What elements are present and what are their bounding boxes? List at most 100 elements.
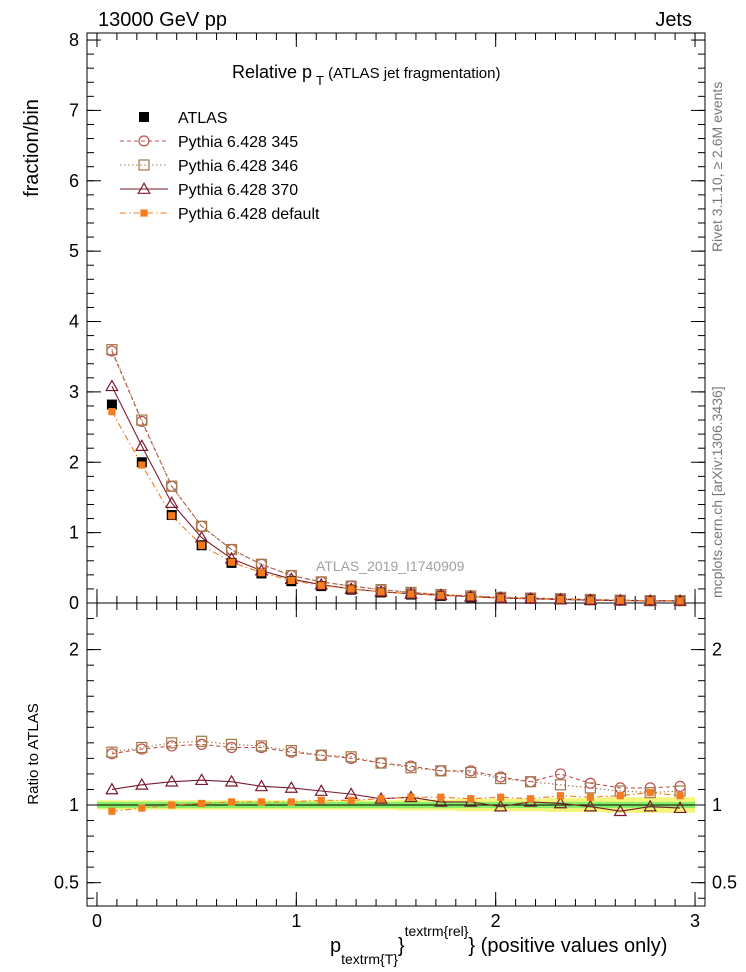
y-tick-label: 4 xyxy=(69,312,79,332)
point-pythia-6-428-default xyxy=(138,461,146,469)
y-tick-label: 3 xyxy=(69,382,79,402)
ratio-y-tick-label: 0.5 xyxy=(54,873,79,893)
ratio-point-pythia-6-428-default xyxy=(108,807,116,815)
process-label: Jets xyxy=(655,9,692,31)
ratio-point-pythia-6-428-370 xyxy=(553,796,568,809)
ratio-point-pythia-6-428-370 xyxy=(135,777,149,790)
point-pythia-6-428-default xyxy=(526,594,535,603)
ratio-point-pythia-6-428-370 xyxy=(314,784,329,796)
ratio-point-pythia-6-428-370 xyxy=(194,773,209,786)
x-axis-label-sub: textrm{T} xyxy=(341,951,398,967)
ratio-y-tick-label-right: 2 xyxy=(712,640,722,660)
ratio-panel-frame xyxy=(86,602,706,907)
legend-label-pythia-6-428-346: Pythia 6.428 346 xyxy=(178,158,298,175)
legend-label-pythia-6-428-345: Pythia 6.428 345 xyxy=(178,134,298,151)
point-pythia-6-428-346 xyxy=(106,344,118,356)
y-tick-label: 8 xyxy=(69,30,79,50)
point-pythia-6-428-346 xyxy=(225,543,238,556)
y-tick-label: 6 xyxy=(69,171,79,191)
ratio-point-pythia-6-428-346 xyxy=(644,786,656,799)
ratio-point-pythia-6-428-370 xyxy=(284,780,299,793)
legend-marker-pythia-6-428-default xyxy=(140,209,148,217)
point-pythia-6-428-default xyxy=(168,512,176,520)
point-pythia-6-428-default xyxy=(556,595,565,603)
analysis-label: ATLAS_2019_I1740909 xyxy=(316,558,465,574)
legend: ATLAS Pythia 6.428 345 Pythia 6.428 346 Pyt… xyxy=(120,110,320,223)
point-pythia-6-428-default xyxy=(317,581,325,590)
ratio-point-pythia-6-428-346 xyxy=(315,749,327,761)
point-pythia-6-428-default xyxy=(616,596,624,604)
ratio-point-pythia-6-428-default xyxy=(377,795,385,803)
ratio-point-pythia-6-428-346 xyxy=(524,776,537,788)
ratio-point-pythia-6-428-default xyxy=(168,801,176,809)
ratio-point-pythia-6-428-346 xyxy=(495,772,507,785)
point-pythia-6-428-default xyxy=(377,588,385,596)
ratio-point-pythia-6-428-345 xyxy=(554,768,567,780)
y-tick-label: 0 xyxy=(69,593,79,613)
ratio-point-pythia-6-428-346 xyxy=(196,735,208,747)
ratio-point-pythia-6-428-370 xyxy=(583,799,598,812)
ratio-point-pythia-6-428-default xyxy=(556,792,565,800)
point-pythia-6-428-default xyxy=(467,593,475,601)
ratio-point-pythia-6-428-default xyxy=(616,792,624,800)
ratio-point-pythia-6-428-default xyxy=(467,795,475,803)
ratio-point-pythia-6-428-default xyxy=(227,798,236,806)
ratio-point-pythia-6-428-346 xyxy=(225,738,238,751)
ratio-point-pythia-6-428-default xyxy=(437,793,445,801)
ratio-point-pythia-6-428-default xyxy=(347,796,355,804)
ratio-point-pythia-6-428-default xyxy=(646,788,654,797)
ratio-point-pythia-6-428-370 xyxy=(673,801,687,814)
chart-title-main: Relative p xyxy=(232,62,312,82)
point-pythia-6-428-default xyxy=(497,594,505,602)
legend-label-pythia-6-428-370: Pythia 6.428 370 xyxy=(178,182,298,199)
ratio-point-pythia-6-428-370 xyxy=(254,779,269,792)
y-tick-label: 1 xyxy=(69,523,79,543)
ratio-point-pythia-6-428-370 xyxy=(643,799,657,812)
ratio-point-pythia-6-428-370 xyxy=(105,782,119,795)
x-axis-label-main: p xyxy=(330,935,341,957)
point-pythia-6-428-default xyxy=(108,407,116,416)
legend-marker-atlas xyxy=(139,112,149,122)
ratio-point-pythia-6-428-default xyxy=(407,793,415,801)
chart-title: Relative p T (ATLAS jet fragmentation) xyxy=(232,62,500,88)
ratio-point-pythia-6-428-346 xyxy=(584,782,596,794)
ratio-point-pythia-6-428-370 xyxy=(493,799,508,812)
ratio-point-pythia-6-428-default xyxy=(526,795,535,803)
rivet-label: Rivet 3.1.10, ≥ 2.6M events xyxy=(709,82,725,252)
x-tick-label: 2 xyxy=(491,911,501,931)
ratio-y-tick-label: 1 xyxy=(69,795,79,815)
point-pythia-6-428-default xyxy=(407,590,415,598)
point-pythia-6-428-default xyxy=(257,569,266,577)
ratio-point-pythia-6-428-default xyxy=(317,796,325,804)
ratio-point-pythia-6-428-346 xyxy=(106,746,118,758)
ratio-point-pythia-6-428-default xyxy=(138,804,146,812)
ratio-point-pythia-6-428-default xyxy=(586,793,594,801)
chart-title-sub: T xyxy=(316,73,324,88)
y-tick-label: 7 xyxy=(69,100,79,120)
legend-label-pythia-6-428-default: Pythia 6.428 default xyxy=(178,206,320,223)
ratio-point-pythia-6-428-370 xyxy=(164,774,179,787)
point-pythia-6-428-370 xyxy=(135,439,149,451)
ratio-point-pythia-6-428-346 xyxy=(405,762,417,774)
point-pythia-6-428-default xyxy=(676,597,684,605)
point-pythia-6-428-default xyxy=(347,585,355,593)
ratio-point-pythia-6-428-346 xyxy=(255,740,268,752)
x-axis-label-suffix: } (positive values only) xyxy=(468,935,667,957)
ratio-point-pythia-6-428-370 xyxy=(434,794,448,807)
ratio-point-pythia-6-428-346 xyxy=(435,765,447,777)
point-pythia-6-428-default xyxy=(198,541,206,549)
point-pythia-6-428-346 xyxy=(136,414,148,426)
y-tick-label: 5 xyxy=(69,241,79,261)
x-axis-label-sup: textrm{rel} xyxy=(405,923,469,939)
ratio-y-tick-label-right: 0.5 xyxy=(712,873,737,893)
y-tick-label: 2 xyxy=(69,452,79,472)
chart-title-suffix: (ATLAS jet fragmentation) xyxy=(324,65,500,82)
ratio-point-pythia-6-428-370 xyxy=(613,804,628,817)
y-axis-label-ratio: Ratio to ATLAS xyxy=(25,703,42,804)
ratio-point-pythia-6-428-default xyxy=(287,798,295,806)
point-pythia-6-428-default xyxy=(227,558,236,566)
point-atlas xyxy=(106,399,117,410)
ratio-point-pythia-6-428-346 xyxy=(285,745,297,757)
ratio-y-tick-label: 2 xyxy=(69,640,79,660)
